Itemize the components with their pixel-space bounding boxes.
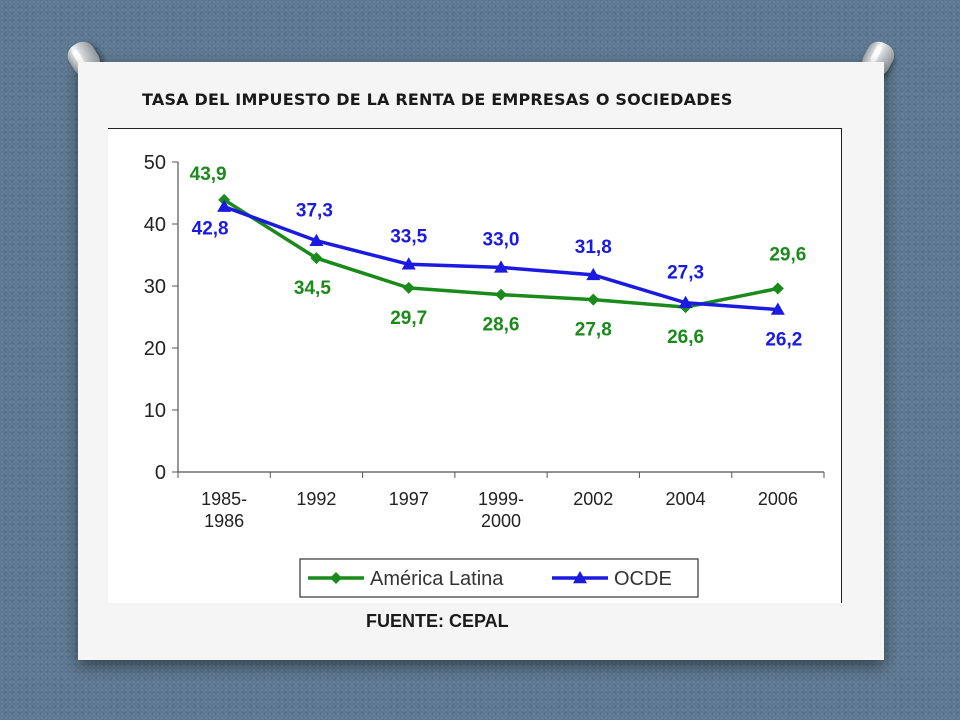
data-point-america-latina xyxy=(587,293,600,306)
x-tick-label: 1992 xyxy=(296,489,336,509)
data-point-america-latina xyxy=(495,288,507,301)
x-tick-label: 1997 xyxy=(389,489,429,509)
source-note: FUENTE: CEPAL xyxy=(366,611,509,631)
data-point-ocde xyxy=(678,295,693,308)
slide-title: TASA DEL IMPUESTO DE LA RENTA DE EMPRESA… xyxy=(142,90,733,109)
data-label: 29,7 xyxy=(390,308,427,329)
x-tick-label: 1999-2000 xyxy=(478,489,524,531)
data-point-ocde xyxy=(586,267,601,281)
x-tick-label: 2006 xyxy=(758,489,798,509)
data-point-america-latina xyxy=(402,281,415,294)
data-label: 33,5 xyxy=(390,226,427,247)
x-tick-label: 1985-1986 xyxy=(201,489,247,531)
data-point-ocde xyxy=(309,233,324,246)
legend-label: OCDE xyxy=(614,568,672,590)
y-tick-label: 10 xyxy=(144,400,166,422)
data-label: 42,8 xyxy=(192,219,229,240)
data-label: 27,3 xyxy=(667,263,704,284)
data-label: 31,8 xyxy=(575,237,612,258)
y-tick-label: 50 xyxy=(144,152,166,174)
data-point-ocde xyxy=(494,260,508,273)
chart-panel: 0 10 20 30 40 50 1985-1986 1992 1997 1999-2000 200… xyxy=(108,128,842,603)
data-label: 33,0 xyxy=(483,229,520,250)
y-tick-label: 0 xyxy=(155,462,166,484)
data-label: 37,3 xyxy=(296,201,333,222)
data-point-ocde xyxy=(401,257,416,270)
data-point-ocde xyxy=(217,199,232,212)
data-label: 29,6 xyxy=(769,244,806,265)
y-tick-label: 40 xyxy=(144,214,166,236)
data-point-america-latina xyxy=(310,252,323,265)
data-label: 43,9 xyxy=(190,164,227,185)
data-label: 27,8 xyxy=(575,320,612,341)
data-point-ocde xyxy=(770,302,785,315)
x-tick-label: 2004 xyxy=(666,489,706,509)
x-tick-label: 2002 xyxy=(573,489,613,509)
y-tick-label: 30 xyxy=(144,276,166,298)
legend-label: América Latina xyxy=(370,568,504,590)
line-chart: 0 10 20 30 40 50 1985-1986 1992 1997 1999-2000 200… xyxy=(144,152,825,598)
data-label: 28,6 xyxy=(483,315,520,336)
data-label: 26,2 xyxy=(765,330,802,351)
y-tick-label: 20 xyxy=(144,338,166,360)
legend-box xyxy=(299,558,699,598)
legend-swatch-marker xyxy=(573,571,587,584)
data-point-america-latina xyxy=(771,282,784,295)
data-label: 26,6 xyxy=(667,327,704,348)
data-label: 34,5 xyxy=(294,278,331,299)
legend-swatch-marker xyxy=(330,572,342,584)
